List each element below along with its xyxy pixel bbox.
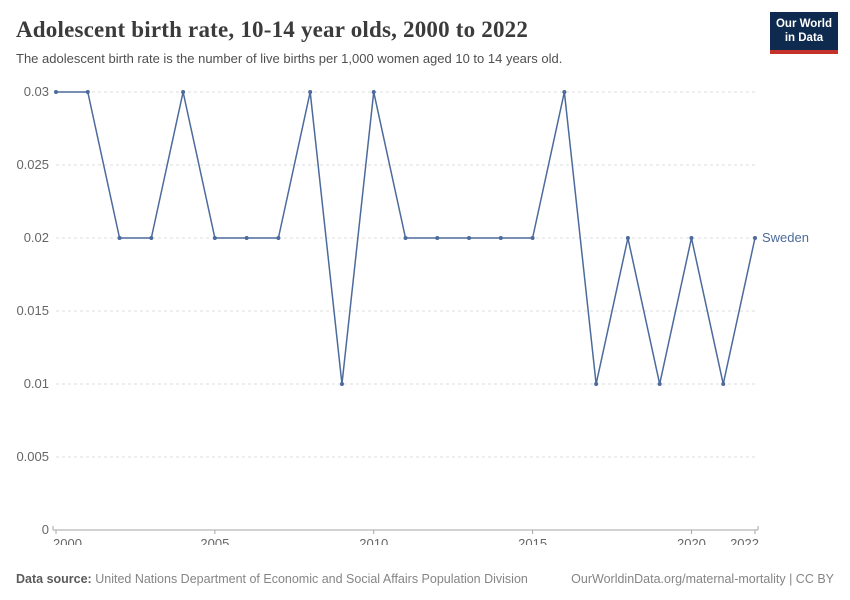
data-point[interactable] <box>530 236 535 240</box>
data-point[interactable] <box>689 236 694 240</box>
x-axis-tick-label: 2000 <box>53 536 82 545</box>
data-point[interactable] <box>276 236 281 240</box>
data-point[interactable] <box>339 382 344 386</box>
y-axis-tick-label: 0.02 <box>24 230 49 245</box>
data-source-value: United Nations Department of Economic an… <box>95 572 528 586</box>
data-point[interactable] <box>467 236 472 240</box>
owid-logo-line2: in Data <box>784 32 824 45</box>
data-point[interactable] <box>435 236 440 240</box>
data-point[interactable] <box>657 382 662 386</box>
chart-area: 0 0.005 0.01 0.015 0.02 0.025 0.03 2000 2005 2010… <box>0 80 850 551</box>
y-axis-tick-label: 0.005 <box>16 449 49 464</box>
data-point[interactable] <box>625 236 630 240</box>
data-source: Data source: United Nations Department o… <box>16 572 528 586</box>
x-axis-tick-label: 2010 <box>359 536 388 545</box>
data-point[interactable] <box>149 236 154 240</box>
data-point[interactable] <box>403 236 408 240</box>
line-chart[interactable]: 0 0.005 0.01 0.015 0.02 0.025 0.03 2000 2005 2010… <box>0 80 850 551</box>
x-axis-tick-label: 2022 <box>730 536 759 545</box>
data-point[interactable] <box>562 90 567 94</box>
data-point[interactable] <box>54 90 58 94</box>
series-label[interactable]: Sweden <box>762 230 809 245</box>
data-point[interactable] <box>308 90 313 94</box>
data-point[interactable] <box>85 90 90 94</box>
data-point[interactable] <box>244 236 249 240</box>
data-source-label: Data source: <box>16 572 92 586</box>
owid-logo-line1: Our World <box>775 18 832 30</box>
data-point[interactable] <box>181 90 186 94</box>
y-axis-tick-label: 0.015 <box>16 303 49 318</box>
owid-logo: Our World in Data <box>770 12 838 54</box>
data-point[interactable] <box>721 382 726 386</box>
x-axis-tick-label: 2020 <box>677 536 706 545</box>
y-axis-tick-label: 0.025 <box>16 157 49 172</box>
page-subtitle: The adolescent birth rate is the number … <box>16 50 563 66</box>
y-axis-tick-label: 0.01 <box>24 376 49 391</box>
x-axis-tick-label: 2005 <box>200 536 229 545</box>
data-point[interactable] <box>498 236 503 240</box>
x-axis-tick-label: 2015 <box>518 536 547 545</box>
chart-footer: Data source: United Nations Department o… <box>0 572 850 600</box>
page-title: Adolescent birth rate, 10-14 year olds, … <box>16 17 529 42</box>
data-point[interactable] <box>371 90 376 94</box>
data-point[interactable] <box>117 236 122 240</box>
data-point[interactable] <box>753 236 757 240</box>
y-axis-tick-label: 0.03 <box>24 84 49 99</box>
data-point[interactable] <box>212 236 217 240</box>
data-point[interactable] <box>594 382 599 386</box>
chart-header: Adolescent birth rate, 10-14 year olds, … <box>0 0 850 67</box>
y-axis-tick-label: 0 <box>42 522 49 537</box>
attribution-link[interactable]: OurWorldinData.org/maternal-mortality | … <box>571 572 834 586</box>
